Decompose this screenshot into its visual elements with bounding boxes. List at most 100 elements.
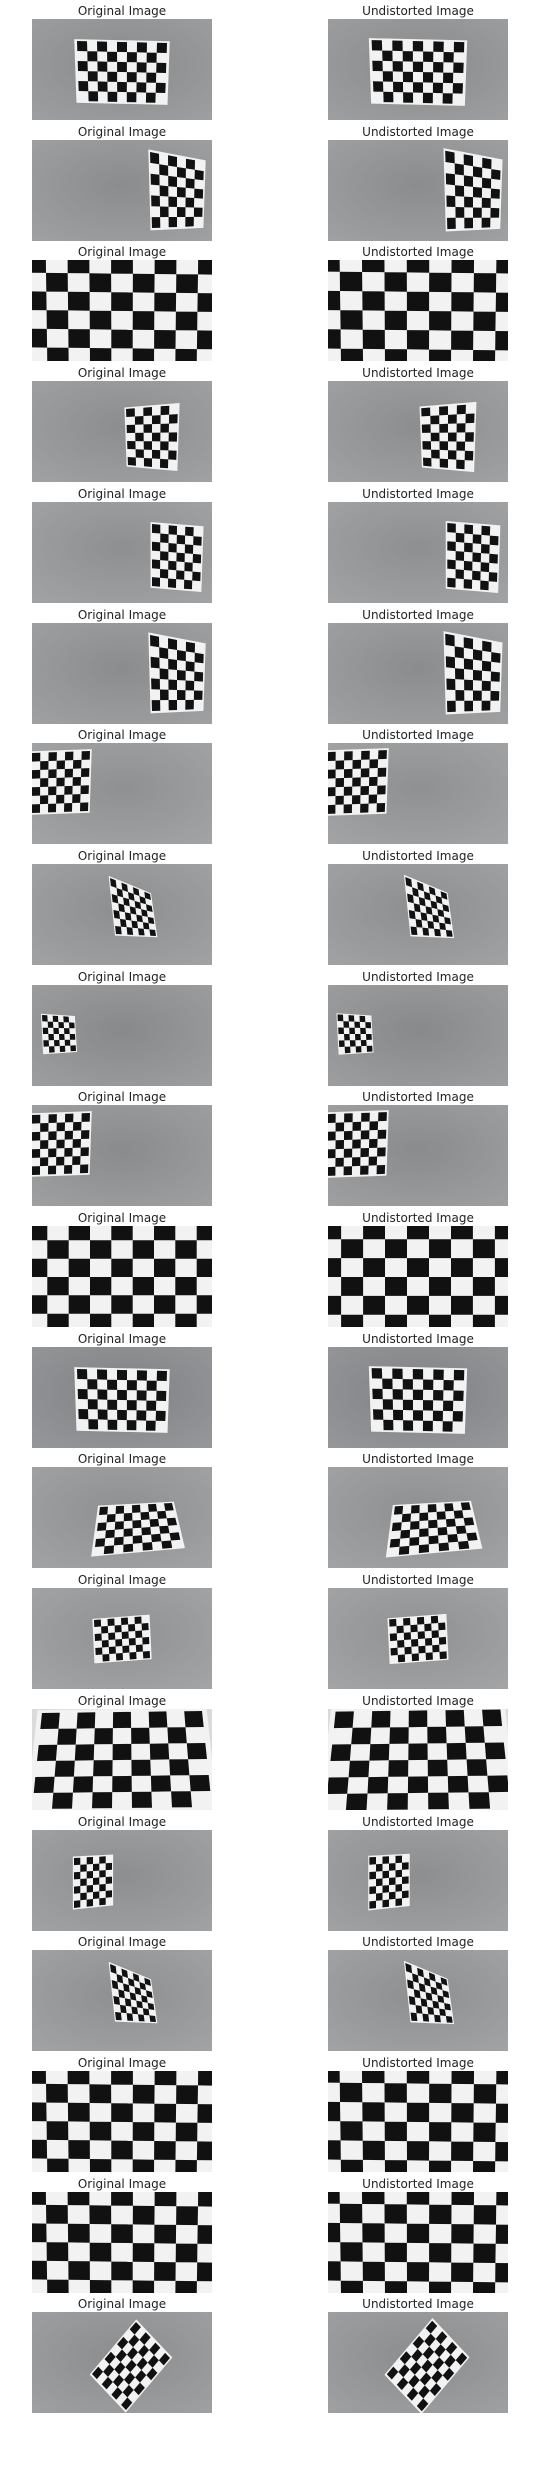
checker-square xyxy=(73,760,82,769)
checker-square xyxy=(99,1883,106,1891)
checker-square xyxy=(473,165,483,178)
checker-square xyxy=(132,1973,140,1983)
checker-square xyxy=(437,908,445,917)
checker-square xyxy=(413,903,421,913)
checker-square xyxy=(129,1992,137,2001)
checker-square xyxy=(385,1239,407,1259)
checker-square xyxy=(403,1617,411,1626)
original-image-title: Original Image xyxy=(77,969,167,984)
checker-square xyxy=(454,163,464,176)
checker-square xyxy=(444,1503,454,1512)
checker-square xyxy=(328,329,341,350)
checker-square xyxy=(417,1631,425,1640)
chessboard-photo xyxy=(32,743,212,845)
checker-square xyxy=(72,777,81,787)
checker-square xyxy=(445,1518,456,1528)
checker-square xyxy=(175,1277,197,1296)
checker-square xyxy=(360,1027,366,1034)
checker-square xyxy=(123,1983,130,1993)
checker-square xyxy=(340,2159,364,2172)
checker-square xyxy=(376,1877,383,1886)
checker-square xyxy=(177,186,186,198)
checker-square xyxy=(451,2191,475,2205)
checker-square xyxy=(194,671,204,682)
checker-square xyxy=(32,2222,47,2242)
checker-square xyxy=(175,1240,197,1259)
checker-square xyxy=(328,291,341,311)
checker-square xyxy=(482,660,492,671)
checker-square xyxy=(408,1710,428,1727)
checker-square xyxy=(465,413,475,424)
undistorted-image-title: Undistorted Image xyxy=(362,4,474,18)
checker-square xyxy=(382,1899,389,1907)
checker-square xyxy=(418,1983,426,1993)
checker-square xyxy=(150,656,160,668)
checker-square xyxy=(77,1388,88,1399)
checker-square xyxy=(406,2261,430,2282)
checker-square xyxy=(335,760,345,770)
original-image-title: Original Image xyxy=(77,2176,167,2191)
checker-square xyxy=(328,2191,340,2204)
checker-square xyxy=(112,1775,132,1792)
checker-square xyxy=(132,2159,155,2172)
checker-square xyxy=(95,1647,103,1656)
checker-square xyxy=(362,330,385,350)
chessboard-photo xyxy=(32,2070,212,2172)
checker-square xyxy=(159,1526,170,1535)
checker-square xyxy=(472,533,482,544)
checker-square xyxy=(198,260,212,275)
original-image xyxy=(32,622,212,724)
checker-square xyxy=(126,1379,137,1390)
checker-square xyxy=(164,1503,174,1512)
checker-square xyxy=(466,1532,478,1542)
checker-square xyxy=(113,1996,120,2006)
original-image xyxy=(32,501,212,603)
wall-background xyxy=(328,381,508,483)
checker-square xyxy=(373,1408,384,1420)
checker-square xyxy=(168,542,177,553)
checker-square xyxy=(384,2203,407,2224)
checker-square xyxy=(116,1974,124,1984)
checker-square xyxy=(427,1726,447,1744)
checker-square xyxy=(472,1277,495,1296)
checker-square xyxy=(56,760,65,770)
checker-square xyxy=(495,2224,508,2244)
checker-square xyxy=(56,794,65,804)
checker-square xyxy=(451,1226,473,1240)
checker-square xyxy=(126,2347,138,2360)
checker-square xyxy=(384,2121,407,2141)
checker-square xyxy=(363,1295,385,1315)
checker-square xyxy=(397,1640,405,1648)
checker-square xyxy=(64,1039,71,1046)
checker-square xyxy=(48,1033,54,1040)
checker-square xyxy=(382,1855,389,1864)
checker-square xyxy=(487,1775,508,1792)
checker-square xyxy=(115,925,122,935)
checker-square xyxy=(345,1793,368,1810)
checker-square xyxy=(192,553,202,564)
checker-square xyxy=(367,1776,389,1794)
checker-square xyxy=(396,1625,404,1634)
checker-square xyxy=(63,1015,69,1022)
checker-square xyxy=(48,752,57,762)
checker-square xyxy=(473,2122,496,2142)
checker-square xyxy=(159,667,169,679)
checker-square xyxy=(451,2141,474,2161)
checker-square xyxy=(368,794,378,804)
checker-square xyxy=(129,906,137,915)
checker-square xyxy=(138,2345,150,2358)
checker-square xyxy=(410,926,418,935)
checker-square xyxy=(81,1113,90,1123)
checker-square xyxy=(451,292,474,312)
checker-square xyxy=(403,92,414,103)
checker-square xyxy=(423,1399,434,1411)
checker-square xyxy=(32,2260,48,2280)
checker-square xyxy=(48,1114,57,1124)
undistorted-image xyxy=(328,1588,508,1690)
checker-square xyxy=(405,1963,413,1974)
checker-square xyxy=(176,2085,198,2104)
checker-square xyxy=(489,553,498,564)
checker-square xyxy=(339,272,363,292)
original-image xyxy=(32,2191,212,2293)
checker-square xyxy=(341,1314,364,1327)
